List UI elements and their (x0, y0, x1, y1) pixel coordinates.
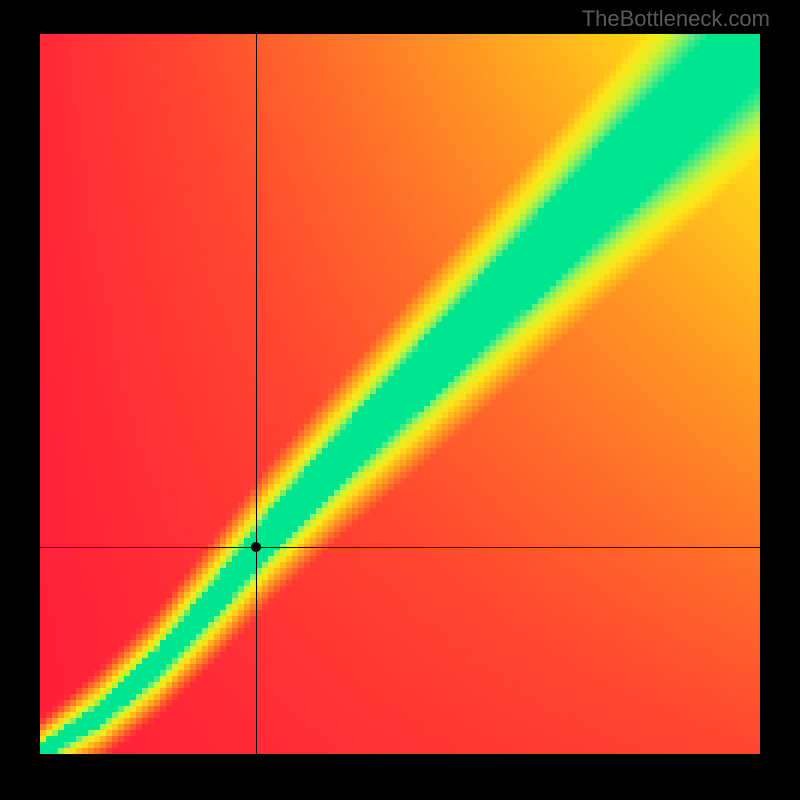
heatmap-plot (40, 34, 760, 754)
crosshair-vertical (256, 34, 257, 754)
chart-container: TheBottleneck.com (0, 0, 800, 800)
heatmap-canvas (40, 34, 760, 754)
watermark-text: TheBottleneck.com (582, 6, 770, 32)
crosshair-horizontal (40, 547, 760, 548)
